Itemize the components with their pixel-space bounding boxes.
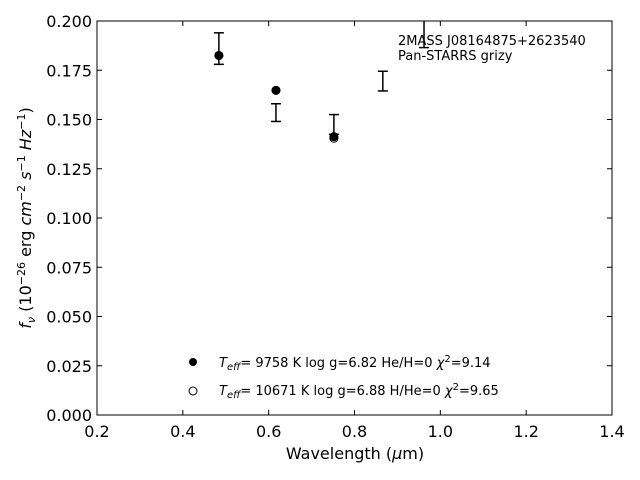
x-tick-label: 1.0 [428,422,453,441]
x-axis-label: Wavelength (μm) [286,444,424,463]
error-bar [328,113,339,136]
y-tick-label: 0.025 [46,357,92,376]
y-tick-label: 0.125 [46,160,92,179]
plot-frame [96,20,613,416]
x-tick-label: 0.6 [256,422,281,441]
y-tick-label: 0.000 [46,406,92,425]
model-point-open [271,85,281,95]
error-bar [270,102,281,123]
y-tick-label: 0.075 [46,258,92,277]
y-tick-label: 0.150 [46,111,92,130]
y-axis-label: fν (10−26 erg cm−2 s−1 Hz−1) [15,107,38,328]
model-point-open [329,133,339,143]
survey-name: Pan-STARRS grizy [398,49,513,64]
model-point-open [214,50,224,60]
x-tick-label: 1.2 [513,422,538,441]
legend-entry-2: Teff= 10671 K log g=6.88 H/He=0 χ2=9.65 [219,382,499,401]
legend-marker-open [188,386,198,396]
x-tick-label: 0.2 [84,422,109,441]
y-axis-ticks: 0.000 0.025 0.050 0.075 0.100 0.125 0.150 0.175… [46,12,612,425]
x-axis-ticks: 0.2 0.4 0.6 0.8 1.0 1.2 1.4 [84,21,625,441]
y-tick-label: 0.200 [46,12,92,31]
observed-photometry [213,21,430,136]
y-tick-label: 0.100 [46,209,92,228]
legend-marker-filled [189,358,197,366]
x-tick-label: 0.4 [170,422,195,441]
y-tick-label: 0.175 [46,61,92,80]
error-bar [377,70,388,92]
error-bar [419,21,430,49]
object-name: 2MASS J08164875+2623540 [398,34,586,49]
y-tick-label: 0.050 [46,308,92,327]
legend-entry-1: Teff= 9758 K log g=6.82 He/H=0 χ2=9.14 [219,354,491,373]
model-points [214,50,339,143]
legend: Teff= 9758 K log g=6.82 He/H=0 χ2=9.14 T… [188,354,499,401]
x-tick-label: 1.4 [599,422,624,441]
x-tick-label: 0.8 [342,422,367,441]
